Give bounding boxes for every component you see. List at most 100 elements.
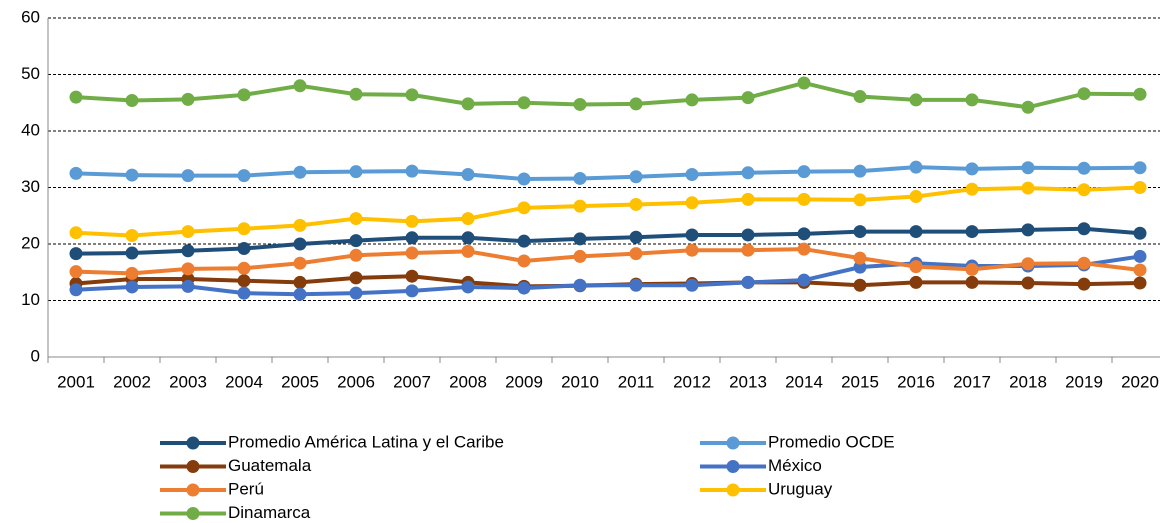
- series-line: [75, 254, 1141, 297]
- marker: [517, 234, 531, 248]
- marker: [237, 286, 251, 300]
- marker: [405, 231, 419, 245]
- x-tick-label: 2019: [1065, 372, 1103, 391]
- x-tick-label: 2007: [393, 372, 431, 391]
- series-line: [75, 80, 1141, 110]
- marker: [517, 96, 531, 110]
- marker: [349, 165, 363, 179]
- marker: [573, 199, 587, 213]
- marker: [461, 231, 475, 245]
- marker: [797, 76, 811, 90]
- x-tick-label: 2014: [785, 372, 823, 391]
- marker: [237, 88, 251, 102]
- marker: [797, 242, 811, 256]
- x-tick-label: 2012: [673, 372, 711, 391]
- marker: [741, 91, 755, 105]
- marker: [909, 190, 923, 204]
- marker: [909, 275, 923, 289]
- series-line: [75, 185, 1141, 238]
- marker: [1021, 161, 1035, 175]
- x-tick-label: 2016: [897, 372, 935, 391]
- marker: [517, 254, 531, 268]
- x-tick-label: 2013: [729, 372, 767, 391]
- marker: [237, 261, 251, 275]
- x-tick-label: 2020: [1121, 372, 1159, 391]
- x-tick-label: 2015: [841, 372, 879, 391]
- marker: [349, 234, 363, 248]
- marker: [405, 88, 419, 102]
- y-tick-label: 10: [21, 290, 40, 309]
- marker: [629, 230, 643, 244]
- marker: [853, 164, 867, 178]
- x-tick-label: 2011: [618, 372, 655, 391]
- marker: [125, 93, 139, 107]
- marker: [461, 212, 475, 226]
- marker: [293, 165, 307, 179]
- marker: [797, 273, 811, 287]
- marker: [1021, 276, 1035, 290]
- marker: [797, 227, 811, 241]
- marker: [517, 172, 531, 186]
- marker: [965, 182, 979, 196]
- marker: [1077, 222, 1091, 236]
- y-tick-label: 30: [21, 177, 40, 196]
- legend-item: Perú: [160, 479, 264, 498]
- marker: [1077, 183, 1091, 197]
- legend-label: Promedio América Latina y el Caribe: [228, 432, 504, 451]
- marker: [741, 192, 755, 206]
- marker: [629, 278, 643, 292]
- legend-marker: [186, 507, 200, 520]
- legend-marker: [726, 436, 740, 450]
- y-tick-label: 0: [31, 346, 40, 365]
- legend-marker: [726, 460, 740, 473]
- series-line: [75, 226, 1141, 256]
- marker: [573, 171, 587, 185]
- legend-item: Guatemala: [160, 456, 312, 475]
- marker: [1077, 277, 1091, 291]
- marker: [573, 97, 587, 111]
- x-tick-label: 2004: [225, 372, 263, 391]
- legend-marker: [186, 460, 200, 473]
- marker: [741, 243, 755, 257]
- y-tick-label: 40: [21, 120, 40, 139]
- legend-marker: [726, 483, 740, 497]
- x-tick-label: 2002: [113, 372, 151, 391]
- marker: [629, 170, 643, 184]
- marker: [181, 279, 195, 293]
- marker: [69, 283, 83, 297]
- marker: [1021, 223, 1035, 237]
- marker: [69, 90, 83, 104]
- marker: [853, 193, 867, 207]
- marker: [909, 225, 923, 239]
- marker: [629, 197, 643, 211]
- marker: [349, 87, 363, 101]
- marker: [349, 271, 363, 285]
- marker: [237, 222, 251, 236]
- x-tick-label: 2001: [57, 372, 95, 391]
- x-tick-label: 2018: [1009, 372, 1047, 391]
- marker: [909, 93, 923, 107]
- x-tick-label: 2010: [561, 372, 599, 391]
- marker: [629, 247, 643, 261]
- marker: [965, 262, 979, 276]
- marker: [125, 280, 139, 294]
- marker: [181, 225, 195, 239]
- marker: [909, 160, 923, 174]
- marker: [405, 269, 419, 283]
- marker: [349, 248, 363, 262]
- marker: [181, 244, 195, 258]
- marker: [853, 260, 867, 274]
- marker: [237, 274, 251, 288]
- marker: [125, 168, 139, 182]
- marker: [573, 278, 587, 292]
- marker: [797, 165, 811, 179]
- marker: [1133, 226, 1147, 240]
- marker: [685, 196, 699, 210]
- x-tick-label: 2005: [281, 372, 319, 391]
- legend-item: Dinamarca: [160, 503, 311, 522]
- legend-marker: [186, 483, 200, 497]
- marker: [629, 97, 643, 111]
- marker: [461, 168, 475, 182]
- series-line: [75, 247, 1141, 276]
